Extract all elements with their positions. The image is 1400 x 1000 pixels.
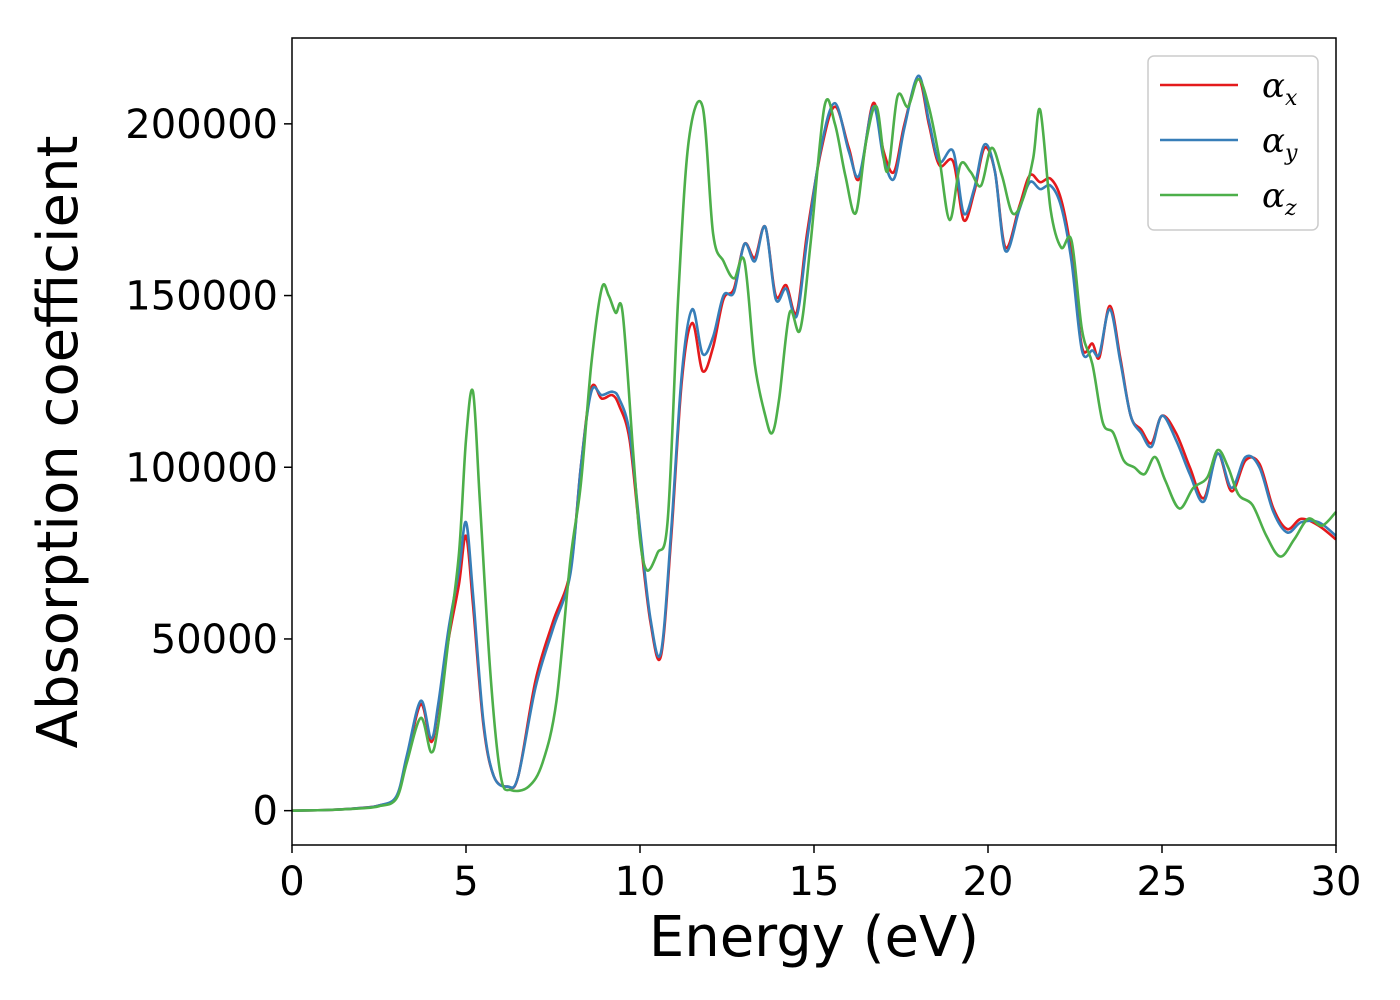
x-tick-label: 10 [615, 859, 666, 905]
y-axis-ticks: 0 50000 100000 150000 200000 [125, 102, 292, 835]
x-tick-label: 0 [279, 859, 304, 905]
y-axis-label: Absorption coefficient [26, 136, 91, 749]
y-tick-label: 100000 [125, 445, 278, 491]
legend: αx αy αz [1147, 55, 1319, 231]
x-tick-label: 15 [789, 859, 840, 905]
x-axis-ticks: 0 5 10 15 20 25 30 [279, 845, 1361, 905]
x-axis-label: Energy (eV) [649, 905, 979, 970]
series-line-y [291, 74, 1337, 812]
x-tick-label: 20 [963, 859, 1014, 905]
legend-label-y: αy [1262, 121, 1298, 166]
y-tick-label: 150000 [125, 274, 278, 320]
y-tick-label: 0 [253, 789, 278, 835]
legend-label-z: αz [1262, 176, 1297, 221]
y-tick-label: 200000 [125, 102, 278, 148]
x-tick-label: 5 [453, 859, 478, 905]
series-layer [291, 74, 1337, 812]
legend-box [1147, 55, 1319, 231]
y-tick-label: 50000 [151, 617, 278, 663]
legend-label-x: αx [1262, 66, 1298, 111]
x-tick-label: 30 [1311, 859, 1362, 905]
x-tick-label: 25 [1137, 859, 1188, 905]
series-line-z [291, 77, 1337, 812]
